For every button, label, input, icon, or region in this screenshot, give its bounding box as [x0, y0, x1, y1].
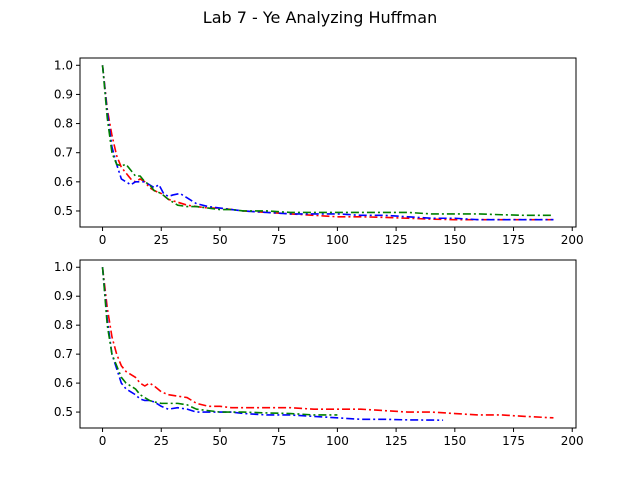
y-tick-label: 1.0 — [54, 260, 73, 274]
series-line-2 — [101, 267, 444, 421]
x-tick-label: 0 — [99, 233, 107, 247]
x-tick-label: 150 — [443, 434, 466, 448]
x-tick-label: 125 — [385, 434, 408, 448]
subplot-2: 0 25 50 75 100 125 150 175 200 0.5 0.6 0.7 0.8 0.9 1.0 — [54, 259, 584, 448]
subplot-1: 0 25 50 75 100 125 150 175 200 0.5 0.6 0.7 0.8 0.9 1.0 — [54, 57, 584, 247]
x-tick-label: 100 — [326, 233, 349, 247]
x-tick-label: 100 — [326, 434, 349, 448]
y-tick-label: 0.9 — [54, 289, 73, 303]
y-tick-label: 0.6 — [54, 376, 73, 390]
y-tick-label: 0.7 — [54, 347, 73, 361]
x-tick-label: 175 — [502, 434, 525, 448]
x-tick-label: 200 — [561, 434, 584, 448]
y-tick-label: 1.0 — [54, 58, 73, 72]
series-line-1 — [101, 267, 554, 419]
y-tick-label: 0.8 — [54, 318, 73, 332]
y-tick-label: 0.7 — [54, 146, 73, 160]
y-tick-label: 0.5 — [54, 204, 73, 218]
x-tick-label: 125 — [385, 233, 408, 247]
x-tick-label: 25 — [154, 233, 169, 247]
y-tick-label: 0.9 — [54, 87, 73, 101]
series-group — [101, 65, 554, 221]
x-tick-label: 175 — [502, 233, 525, 247]
x-tick-label: 200 — [561, 233, 584, 247]
x-tick-label: 75 — [271, 434, 286, 448]
y-tick-label: 0.8 — [54, 117, 73, 131]
axes-frame — [79, 259, 577, 429]
x-tick-label: 50 — [212, 233, 227, 247]
series-group — [101, 267, 554, 421]
x-tick-label: 50 — [212, 434, 227, 448]
series-line-1 — [101, 65, 554, 221]
series-line-2 — [101, 65, 554, 221]
x-tick-label: 75 — [271, 233, 286, 247]
axes-frame — [79, 57, 577, 228]
x-tick-label: 25 — [154, 434, 169, 448]
y-tick-label: 0.6 — [54, 175, 73, 189]
y-tick-label: 0.5 — [54, 405, 73, 419]
x-tick-label: 0 — [99, 434, 107, 448]
figure-title: Lab 7 - Ye Analyzing Huffman — [203, 8, 437, 27]
series-line-3 — [101, 267, 338, 416]
x-tick-label: 150 — [443, 233, 466, 247]
series-line-3 — [101, 65, 554, 217]
